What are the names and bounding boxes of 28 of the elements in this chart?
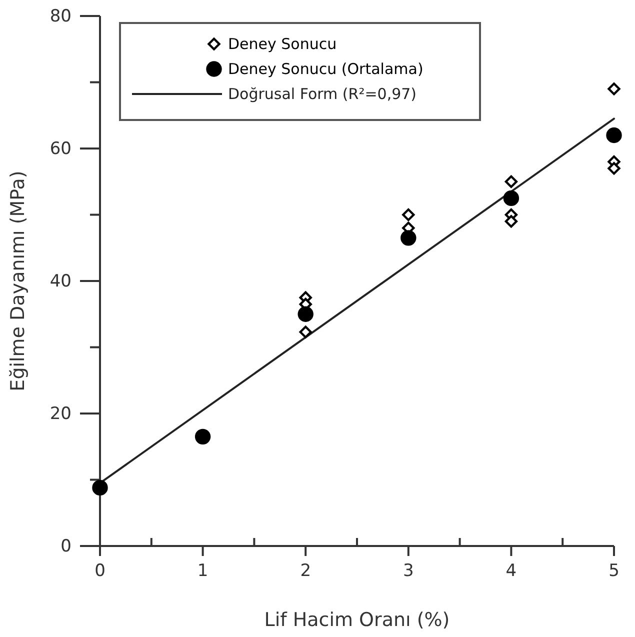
point [503, 190, 520, 206]
point [400, 230, 416, 246]
point [298, 306, 314, 322]
y-axis-title: Eğilme Dayanımı (MPa) [7, 170, 29, 392]
x-tick-label: 4 [506, 561, 517, 582]
point [299, 326, 312, 338]
x-tick-label: 2 [300, 561, 312, 582]
point [92, 480, 108, 496]
legend-label: Deney Sonucu [228, 35, 337, 53]
point [194, 428, 211, 445]
y-tick-label: 60 [50, 138, 72, 159]
point [504, 215, 518, 228]
y-tick-label: 0 [60, 536, 72, 556]
y-tick-label: 20 [50, 404, 72, 424]
text: Doğrusal Form (R²=0,97) [228, 85, 417, 103]
point [606, 127, 622, 144]
x-tick-label: 5 [608, 561, 620, 582]
y-tick-label: 80 [50, 6, 72, 26]
x-tick-label: 3 [402, 561, 414, 582]
point [402, 208, 415, 222]
x-tick-label: 0 [94, 561, 106, 582]
point [504, 175, 518, 188]
point [608, 82, 620, 96]
x-axis-title: Lif Hacim Oranı (%) [264, 609, 450, 631]
legend-label: Deney Sonucu (Ortalama) [228, 60, 424, 78]
point [608, 162, 620, 175]
x-tick-label: 1 [197, 561, 208, 582]
y-tick-label: 40 [50, 271, 72, 292]
